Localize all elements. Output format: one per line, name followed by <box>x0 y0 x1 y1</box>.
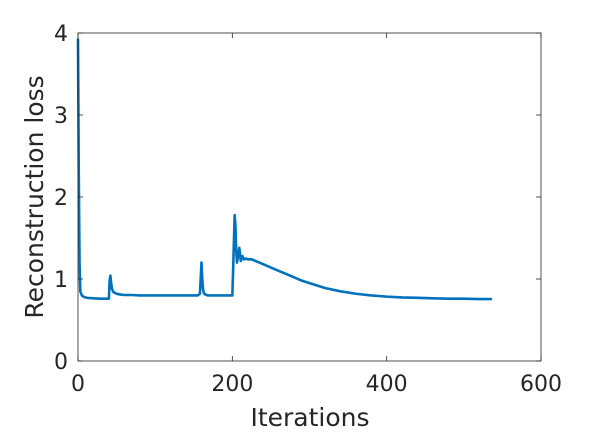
x-tick-label: 600 <box>520 372 562 397</box>
axes-frame <box>77 32 542 362</box>
y-tick-label: 4 <box>54 22 68 47</box>
x-tick-labels: 0 200 400 600 <box>71 372 562 397</box>
x-tick-label: 0 <box>71 372 85 397</box>
plot-area <box>76 38 493 301</box>
x-tick-label: 400 <box>366 372 408 397</box>
y-axis-label: Reconstruction loss <box>20 75 49 318</box>
y-tick-label: 3 <box>54 104 68 129</box>
y-tick-label: 2 <box>54 186 68 211</box>
x-tick-label: 200 <box>211 372 253 397</box>
y-tick-labels: 0 1 2 3 4 <box>54 22 68 375</box>
series-line-0 <box>76 38 493 301</box>
tick-marks <box>77 32 542 362</box>
y-tick-label: 0 <box>54 350 68 375</box>
x-axis-label: Iterations <box>250 403 369 432</box>
y-tick-label: 1 <box>54 268 68 293</box>
